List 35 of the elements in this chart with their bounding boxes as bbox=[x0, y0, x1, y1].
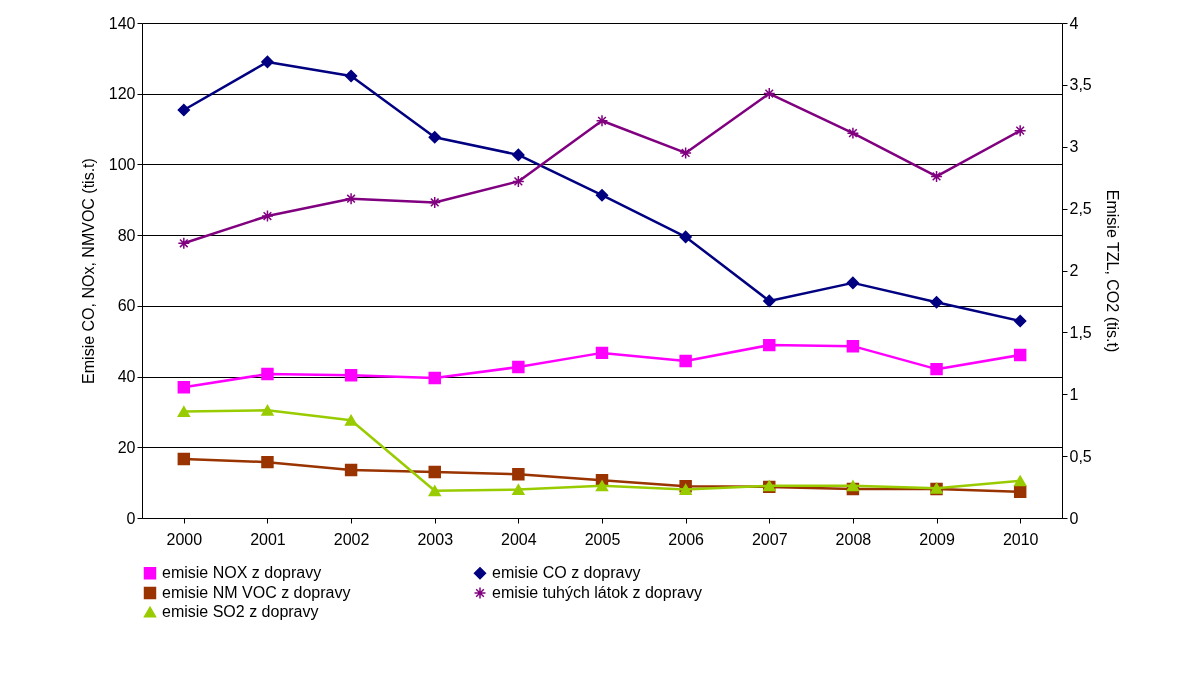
y2-tick-label: 1,5 bbox=[1069, 323, 1092, 341]
legend-label: emisie NM VOC z dopravy bbox=[162, 584, 351, 601]
y-tick-label: 20 bbox=[117, 438, 136, 456]
y2-tick-label: 0 bbox=[1069, 509, 1079, 527]
y-tick-label: 80 bbox=[117, 226, 136, 244]
legend-label: emisie NOX z dopravy bbox=[162, 564, 322, 582]
legend-label: emisie SO2 z dopravy bbox=[162, 603, 319, 620]
x-tick-label: 2001 bbox=[250, 530, 286, 548]
x-tick-label: 2007 bbox=[751, 530, 788, 548]
y-tick-label: 40 bbox=[117, 368, 136, 386]
y2-tick-label: 3,5 bbox=[1069, 76, 1092, 94]
legend-label: emisie CO z dopravy bbox=[492, 564, 641, 582]
y-axis-title: Emisie CO, NOx, NMVOC (tis.t) bbox=[79, 158, 97, 384]
y-tick-label: 0 bbox=[126, 509, 136, 527]
y2-axis-title: Emisie TZL, CO2 (tis.t) bbox=[1103, 189, 1121, 353]
y-tick-label: 120 bbox=[108, 85, 136, 103]
x-tick-label: 2006 bbox=[668, 530, 705, 548]
x-tick-label: 2008 bbox=[835, 530, 872, 548]
x-tick-label: 2010 bbox=[1002, 530, 1039, 548]
y-tick-label: 60 bbox=[117, 297, 136, 315]
y2-tick-label: 1 bbox=[1069, 385, 1079, 403]
y2-tick-label: 3 bbox=[1069, 138, 1079, 156]
y2-tick-label: 2,5 bbox=[1069, 200, 1092, 218]
y2-tick-label: 4 bbox=[1069, 14, 1079, 32]
x-tick-label: 2002 bbox=[333, 530, 370, 548]
y2-tick-label: 0,5 bbox=[1069, 447, 1092, 465]
y-tick-label: 140 bbox=[108, 14, 136, 32]
y2-tick-label: 2 bbox=[1069, 262, 1079, 279]
legend-label: emisie tuhých látok z dopravy bbox=[492, 584, 702, 601]
x-tick-label: 2009 bbox=[919, 530, 955, 548]
x-tick-label: 2005 bbox=[584, 530, 621, 548]
x-tick-label: 2003 bbox=[417, 530, 454, 548]
x-tick-label: 2004 bbox=[501, 530, 537, 548]
y-tick-label: 100 bbox=[108, 155, 136, 173]
x-tick-label: 2000 bbox=[166, 530, 203, 548]
